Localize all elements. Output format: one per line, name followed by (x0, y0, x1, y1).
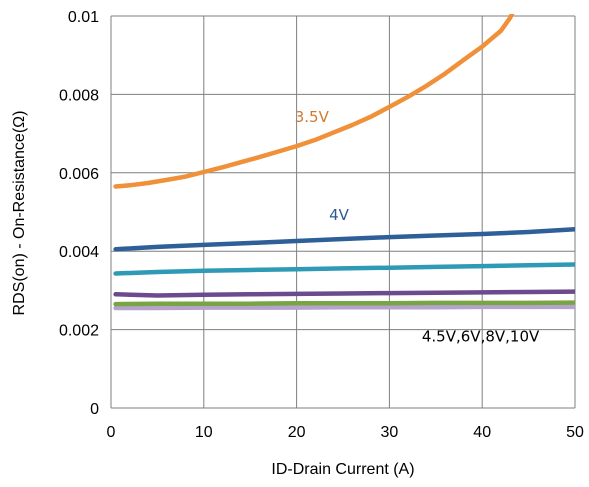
x-tick-label: 50 (566, 424, 584, 441)
x-tick-label: 0 (107, 424, 116, 441)
series-line (113, 300, 575, 307)
y-tick-label: 0.006 (59, 166, 99, 183)
series-line (113, 304, 575, 311)
x-axis-title: ID-Drain Current (A) (271, 461, 414, 478)
series-group (113, 14, 575, 311)
x-tick-label: 10 (195, 424, 213, 441)
grid (110, 15, 576, 409)
series-line (113, 262, 575, 276)
series-line (113, 226, 575, 252)
y-tick-label: 0.008 (59, 87, 99, 104)
y-tick-label: 0.004 (59, 244, 99, 261)
series-line (113, 14, 515, 189)
x-tick-label: 20 (288, 424, 306, 441)
tick-labels: 0 10 20 30 40 50 0 0.002 0.004 0.006 0.008 0.01 (59, 9, 584, 441)
annotation-label: 4V (329, 206, 350, 224)
y-tick-label: 0 (90, 401, 99, 418)
y-tick-label: 0.002 (59, 323, 99, 340)
annotation-label: 3.5V (295, 108, 330, 126)
annotation-label: 4.5V,6V,8V,10V (422, 327, 540, 345)
y-tick-label: 0.01 (68, 9, 99, 26)
annotations: 3.5V 4V 4.5V,6V,8V,10V (295, 108, 540, 346)
x-tick-label: 30 (381, 424, 399, 441)
series-line (113, 289, 575, 298)
y-axis-title: RDS(on) - On-Resistance(Ω) (11, 111, 28, 316)
x-tick-label: 40 (473, 424, 491, 441)
